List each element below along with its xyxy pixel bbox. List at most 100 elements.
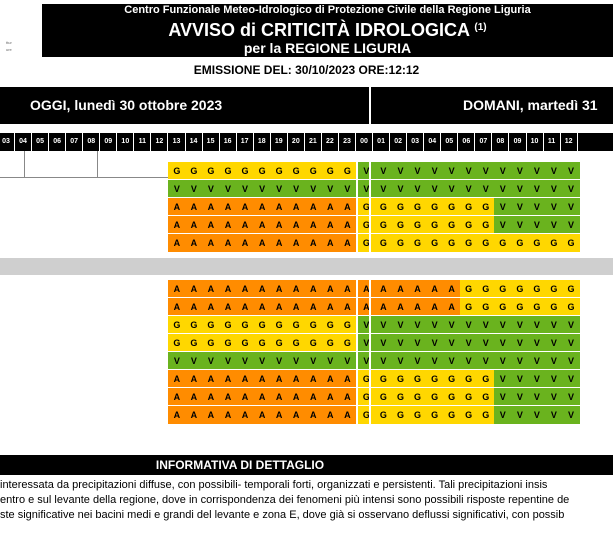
criticality-cell: G: [219, 162, 237, 180]
criticality-cell: V: [493, 162, 512, 180]
logo-text-fragment: ttur: [6, 40, 12, 45]
criticality-cell: V: [391, 334, 410, 352]
hour-label: 14: [189, 138, 198, 145]
criticality-cell: A: [185, 406, 203, 424]
hour-label: 22: [326, 138, 334, 145]
criticality-cell: G: [562, 280, 580, 298]
criticality-cell: V: [545, 406, 563, 424]
hour-divider: [184, 133, 186, 151]
criticality-cell: A: [287, 370, 305, 388]
criticality-cell: G: [528, 298, 546, 316]
criticality-cell: A: [253, 298, 271, 316]
criticality-cell: G: [270, 162, 288, 180]
hour-divider: [559, 133, 561, 151]
criticality-cell: V: [476, 180, 495, 198]
criticality-cell: G: [425, 216, 444, 234]
hour-label: 06: [462, 138, 471, 145]
criticality-cell: G: [408, 198, 427, 216]
criticality-cell: A: [321, 370, 340, 388]
criticality-cell: V: [219, 180, 237, 198]
criticality-cell: G: [511, 280, 529, 298]
criticality-cell: G: [545, 280, 563, 298]
hour-divider: [372, 133, 374, 151]
criticality-cell: A: [253, 216, 271, 234]
info-title: INFORMATIVA DI DETTAGLIO: [155, 458, 325, 472]
criticality-cell: G: [202, 316, 220, 334]
criticality-cell: A: [287, 388, 305, 406]
hour-label: 10: [121, 138, 130, 145]
hour-label: 06: [53, 138, 62, 145]
hour-divider: [252, 133, 254, 151]
criticality-cell: G: [304, 316, 323, 334]
zone-separator: [0, 258, 613, 275]
hour-divider: [133, 133, 135, 151]
hour-label: 05: [445, 138, 454, 145]
day-separator: [369, 87, 371, 124]
criticality-cell: G: [425, 370, 444, 388]
hour-divider: [542, 133, 544, 151]
criticality-cell: V: [545, 180, 563, 198]
criticality-cell: G: [253, 162, 271, 180]
criticality-cell: A: [202, 234, 220, 252]
criticality-cell: G: [202, 334, 220, 352]
criticality-cell: G: [374, 388, 393, 406]
criticality-cell: G: [425, 198, 444, 216]
criticality-cell: V: [442, 316, 461, 334]
criticality-cell: A: [408, 280, 427, 298]
criticality-cell: V: [408, 352, 427, 370]
criticality-cell: G: [287, 162, 305, 180]
info-line-3: ste significative nei bacini medi e gran…: [0, 509, 565, 521]
criticality-cell: G: [442, 198, 461, 216]
criticality-cell: V: [425, 180, 444, 198]
criticality-cell: A: [253, 370, 271, 388]
criticality-cell: V: [287, 352, 305, 370]
criticality-cell: V: [562, 370, 580, 388]
criticality-cell: V: [391, 316, 410, 334]
criticality-cell: G: [185, 316, 203, 334]
criticality-cell: G: [321, 334, 340, 352]
hour-label: 04: [19, 138, 27, 145]
criticality-cell: G: [219, 316, 237, 334]
criticality-cell: A: [236, 298, 254, 316]
criticality-cell: G: [528, 234, 546, 252]
hour-divider: [201, 133, 203, 151]
criticality-cell: G: [304, 162, 323, 180]
criticality-cell: A: [304, 234, 323, 252]
criticality-cell: A: [219, 216, 237, 234]
criticality-cell: G: [202, 162, 220, 180]
criticality-cell: G: [476, 298, 495, 316]
grid-vertical-line: [24, 151, 25, 177]
criticality-cell: G: [374, 406, 393, 424]
criticality-cell: G: [357, 370, 376, 388]
row-divider: [168, 233, 613, 234]
criticality-cell: G: [168, 334, 186, 352]
criticality-cell: A: [425, 280, 444, 298]
criticality-cell: A: [219, 388, 237, 406]
criticality-cell: G: [287, 316, 305, 334]
criticality-cell: G: [459, 198, 478, 216]
criticality-cell: V: [408, 180, 427, 198]
criticality-cell: G: [270, 334, 288, 352]
criticality-cell: A: [236, 370, 254, 388]
criticality-cell: G: [476, 216, 495, 234]
criticality-cell: A: [253, 280, 271, 298]
criticality-cell: G: [321, 162, 340, 180]
hour-divider: [116, 133, 118, 151]
criticality-cell: V: [304, 352, 323, 370]
criticality-cell: A: [185, 198, 203, 216]
hour-label: 19: [274, 138, 283, 145]
criticality-cell: A: [236, 216, 254, 234]
hour-label: 15: [206, 138, 215, 145]
criticality-cell: V: [562, 316, 580, 334]
criticality-cell: A: [253, 198, 271, 216]
criticality-cell: A: [219, 406, 237, 424]
criticality-cell: G: [459, 216, 478, 234]
criticality-cell: G: [374, 234, 393, 252]
criticality-cell: G: [511, 234, 529, 252]
criticality-cell: A: [374, 298, 393, 316]
criticality-cell: G: [562, 234, 580, 252]
